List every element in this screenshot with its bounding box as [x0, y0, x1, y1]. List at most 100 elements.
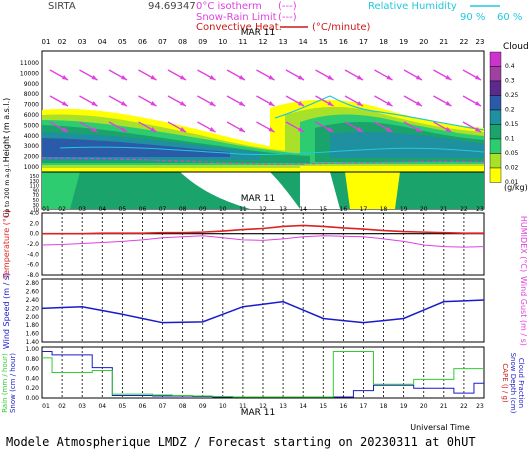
wind-y-tick: 1.40: [26, 339, 40, 346]
cloud-fraction-label: Cloud Fraction: [517, 358, 525, 408]
hour-label: 07: [159, 403, 167, 410]
wind-y-tick: 2.20: [26, 305, 40, 312]
wind-y-tick: 2.00: [26, 314, 40, 321]
wind-arrow-head: [268, 101, 275, 106]
wind-arrow-head: [416, 75, 422, 80]
hour-label: 15: [319, 38, 328, 46]
hour-label: 22: [459, 38, 468, 46]
cloud-fields: [41, 95, 485, 209]
clear-gap: [180, 172, 300, 209]
hour-label: 19: [400, 206, 408, 213]
rh-60-label: 60 %: [497, 12, 522, 23]
wind-arrow-head: [327, 75, 334, 80]
wind-y-tick: 1.80: [26, 322, 40, 329]
hour-label: 23: [476, 403, 484, 410]
wind-arrow-head: [180, 101, 186, 106]
hour-label: 07: [158, 38, 167, 46]
station-name: SIRTA: [48, 1, 76, 12]
cloud-y-ticks: 11000 10000 9000 8000 7000 6000 5000 4000 3000 20…: [20, 60, 39, 214]
hour-label: 01: [42, 403, 50, 410]
hour-label: 18: [380, 403, 388, 410]
cloud-legend-label: 0.2: [505, 107, 515, 114]
hour-label: 10: [219, 206, 227, 213]
hour-axis-mid: 01 02 03 04 05 06 07 08 09 10 11 12 13 14 15 16 17 18 19 20…: [42, 206, 484, 213]
cloud-y-tick-low: 150: [29, 174, 39, 180]
wind-arrow-head: [445, 127, 452, 132]
hour-label: 01: [42, 206, 50, 213]
wind-arrow-head: [298, 101, 304, 106]
date-label-bottom: MAR 11: [241, 408, 276, 418]
hour-label: 11: [239, 206, 247, 213]
date-label-clouds: MAR 11: [241, 194, 276, 204]
snow-y-label: Snow (cm / hour): [9, 353, 17, 413]
rh-60-contour: [59, 146, 485, 156]
rh-legend: Relative Humidity: [368, 1, 457, 12]
cloud-y-tick-low: 130: [29, 179, 39, 185]
wind-arrow-head: [121, 75, 127, 80]
cloud-legend-swatch: [489, 167, 502, 183]
hour-label: 15: [319, 403, 327, 410]
cloud-legend-label: 0.15: [505, 121, 519, 128]
hour-label: 23: [476, 38, 485, 46]
wind-arrow-head: [475, 75, 481, 80]
wind-arrow-head: [416, 101, 422, 106]
cape-y-label: CAPE (J / g): [501, 363, 509, 403]
humidex-line: [41, 235, 485, 248]
precip-y-tick: 1.00: [26, 346, 40, 353]
hour-label: 21: [439, 38, 448, 46]
hour-label: 22: [460, 403, 468, 410]
wind-arrow-head: [386, 127, 393, 132]
hour-label: 21: [440, 403, 448, 410]
hour-label: 20: [419, 38, 428, 46]
hour-label: 08: [179, 403, 187, 410]
hour-label: 01: [42, 38, 51, 46]
hour-label: 10: [219, 403, 227, 410]
precip-y-tick: 0.00: [26, 395, 40, 402]
cloud-legend-swatch: [489, 138, 502, 154]
wind-arrow-head: [298, 75, 304, 80]
cloud-y-tick-low: 30: [33, 203, 39, 209]
cloud-legend-swatch: [489, 51, 502, 67]
cloud-y-tick: 3000: [24, 143, 39, 150]
coordinates: 94.69347: [148, 1, 196, 12]
wind-arrow-head: [357, 75, 363, 80]
wind-arrow-head: [150, 75, 157, 80]
wind-arrow-head: [62, 101, 68, 106]
wind-arrow-head: [121, 101, 127, 106]
isotherm-dash: (---): [278, 1, 297, 12]
isotherm-legend: 0°C isotherm: [196, 1, 262, 12]
wind-arrow-head: [91, 101, 98, 106]
header: SIRTA 94.69347 0°C isotherm (---) Snow-R…: [48, 1, 522, 33]
cloud-y-tick: 4000: [24, 133, 39, 140]
cloud-legend-unit: (g/kg): [504, 183, 528, 192]
temperature-line: [42, 224, 484, 235]
temperature-y-ticks: 4.0 2.0 0.0 -2.0 -4.0 -6.0 -8.0: [27, 210, 39, 279]
wind-arrow-head: [209, 101, 216, 106]
wind-arrow-head: [386, 101, 393, 106]
cloud-legend: Clouds (g/kg) 0.4 0.3 0.25 0.2 0.15 0.1 0.05 0.…: [489, 42, 528, 192]
wind-gust-label: Wind Gust (m / s): [519, 276, 528, 346]
cloud-legend-swatch: [489, 124, 502, 140]
hour-label: 06: [139, 206, 147, 213]
precip-y-tick: 0.80: [26, 356, 40, 363]
cloud-y-tick: 5000: [24, 122, 39, 129]
wind-arrow-head: [180, 127, 186, 132]
wind-arrow-head: [386, 75, 393, 80]
wind-arrow-head: [416, 127, 422, 132]
wind-arrow-head: [209, 127, 216, 132]
wind-arrows: [49, 69, 482, 133]
wind-arrow-head: [357, 101, 363, 106]
hour-label: 23: [476, 206, 484, 213]
hour-label: 14: [299, 38, 308, 46]
hour-label: 07: [159, 206, 167, 213]
hour-label: 03: [78, 403, 86, 410]
hour-label: 21: [440, 206, 448, 213]
hour-label: 17: [360, 206, 368, 213]
hour-label: 20: [420, 403, 428, 410]
hour-label: 04: [98, 38, 107, 46]
hour-label: 19: [400, 403, 408, 410]
convective-legend: Convective Heat.: [196, 22, 282, 33]
hour-label: 15: [319, 206, 327, 213]
hour-label: 12: [259, 206, 267, 213]
date-label-top: MAR 11: [241, 28, 276, 38]
